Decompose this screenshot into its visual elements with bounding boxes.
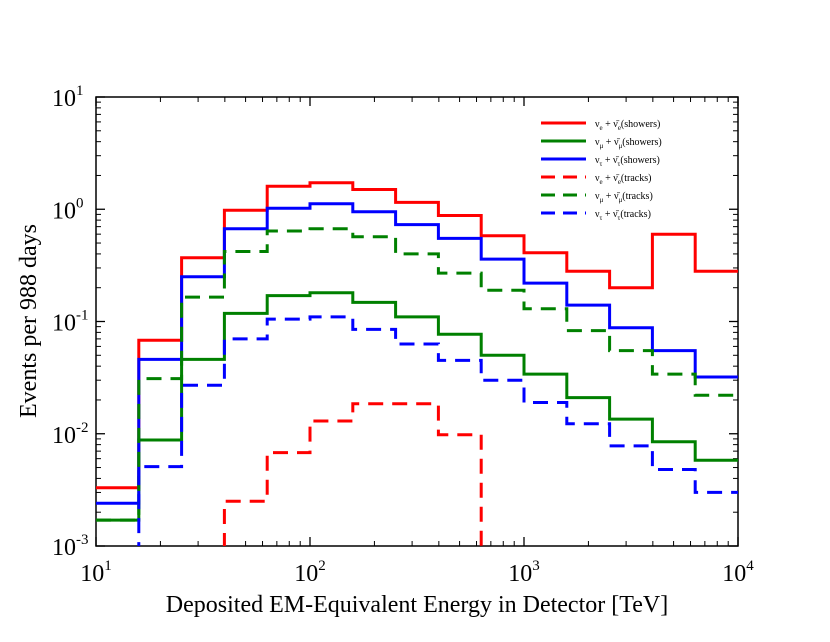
y-tick-label: 10-3 [52,532,89,561]
x-tick-label: 103 [508,558,540,587]
legend-label-5: ντ + ν̄τ(tracks) [595,209,651,222]
x-axis-title: Deposited EM-Equivalent Energy in Detect… [166,592,668,618]
series-line-1 [96,291,738,522]
y-tick-label: 100 [52,195,84,224]
x-tick-label: 102 [294,558,326,587]
legend-label-3: νe + ν̄e(tracks) [595,173,651,186]
legend-label-2: ντ + ν̄τ(showers) [595,155,660,168]
y-tick-label: 101 [52,83,84,112]
y-tick-label: 10-2 [52,420,89,449]
series-line-3 [222,402,483,546]
x-tick-label: 104 [722,558,754,587]
y-tick-label: 10-1 [52,308,89,337]
series-line-0 [96,181,738,490]
series-line-4 [96,227,738,522]
series-line-5 [137,315,738,546]
series-line-2 [96,202,738,505]
y-axis-title: Events per 988 days [16,224,42,418]
legend-label-0: νe + ν̄e(showers) [595,119,660,132]
legend-label-4: νμ + ν̄μ(tracks) [595,191,653,204]
legend-label-1: νμ + ν̄μ(showers) [595,137,662,150]
x-tick-label: 101 [80,558,112,587]
